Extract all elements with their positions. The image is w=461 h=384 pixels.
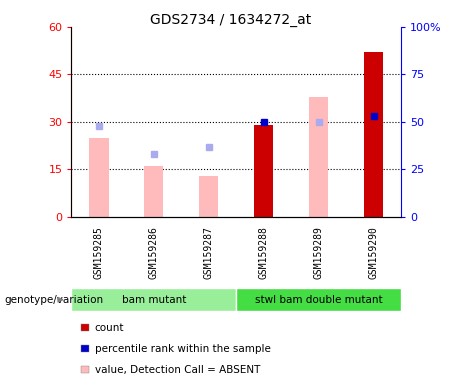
Bar	[199, 176, 219, 217]
Text: GSM159289: GSM159289	[313, 226, 324, 279]
Text: GSM159290: GSM159290	[369, 226, 378, 279]
FancyBboxPatch shape	[236, 288, 401, 311]
Bar	[309, 97, 328, 217]
Bar	[254, 125, 273, 217]
Text: percentile rank within the sample: percentile rank within the sample	[95, 344, 271, 354]
Text: count: count	[95, 323, 124, 333]
Text: GSM159285: GSM159285	[94, 226, 104, 279]
FancyBboxPatch shape	[71, 288, 236, 311]
Text: stwl bam double mutant: stwl bam double mutant	[255, 295, 383, 305]
Bar	[89, 138, 108, 217]
Text: GSM159287: GSM159287	[204, 226, 214, 279]
Text: GSM159286: GSM159286	[149, 226, 159, 279]
Text: bam mutant: bam mutant	[122, 295, 186, 305]
Text: GSM159288: GSM159288	[259, 226, 269, 279]
Text: GDS2734 / 1634272_at: GDS2734 / 1634272_at	[150, 13, 311, 27]
Bar	[364, 52, 383, 217]
Text: value, Detection Call = ABSENT: value, Detection Call = ABSENT	[95, 365, 260, 375]
Bar	[144, 166, 164, 217]
Text: genotype/variation: genotype/variation	[5, 295, 104, 305]
